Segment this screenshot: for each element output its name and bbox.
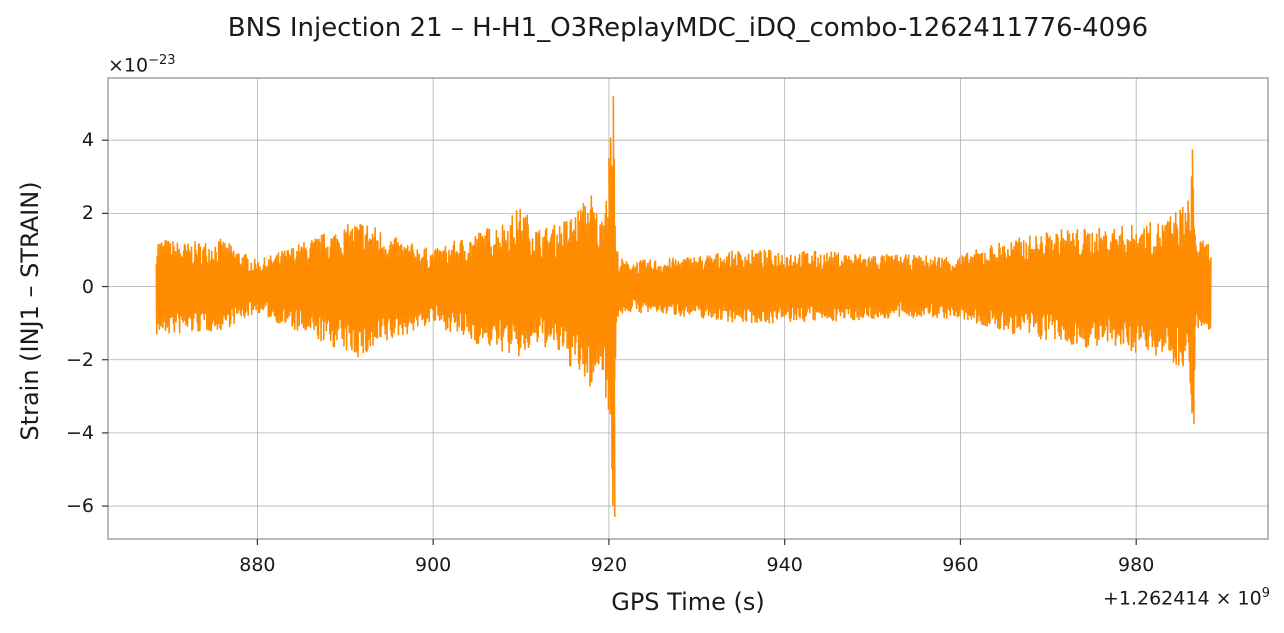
strain-line bbox=[155, 96, 1212, 518]
tick-marks bbox=[102, 139, 1137, 545]
x-tick-label: 920 bbox=[590, 554, 628, 576]
y-tick-label: 4 bbox=[81, 129, 94, 152]
x-offset-label: +1.262414 × 109 bbox=[1102, 586, 1270, 610]
y-tick-label: −4 bbox=[65, 421, 94, 444]
y-scale-label: ×10−23 bbox=[108, 53, 176, 77]
x-tick-label: 980 bbox=[1118, 554, 1155, 576]
chart-title: BNS Injection 21 – H-H1_O3ReplayMDC_iDQ_… bbox=[227, 13, 1149, 43]
x-axis-label: GPS Time (s) bbox=[611, 588, 765, 616]
x-tick-label: 940 bbox=[766, 554, 803, 576]
y-tick-label: −2 bbox=[65, 348, 94, 371]
x-tick-label: 880 bbox=[239, 554, 276, 576]
x-tick-label: 900 bbox=[415, 554, 452, 576]
y-tick-label: 2 bbox=[81, 202, 94, 225]
plot-frame bbox=[107, 77, 1269, 540]
strain-series bbox=[155, 96, 1212, 518]
y-tick-label: −6 bbox=[65, 495, 94, 518]
y-tick-label: 0 bbox=[81, 275, 94, 298]
y-axis-label: Strain (INJ1 – STRAIN) bbox=[16, 181, 44, 441]
x-tick-label: 960 bbox=[942, 554, 979, 576]
